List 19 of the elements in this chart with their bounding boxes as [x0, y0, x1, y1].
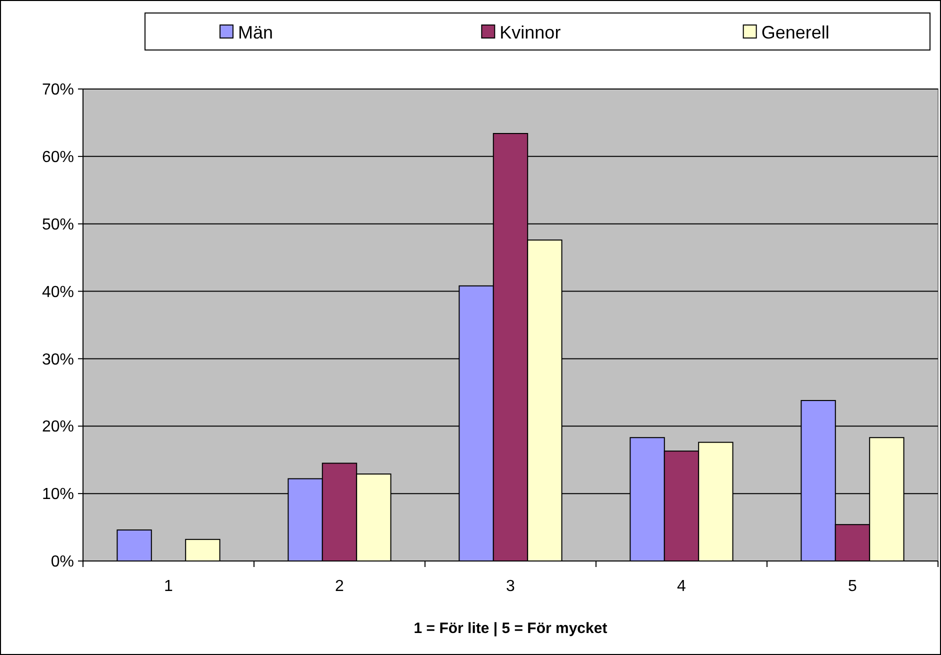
y-tick-label: 60%: [42, 149, 74, 166]
y-tick-label: 40%: [42, 284, 74, 301]
legend-label: Män: [238, 22, 274, 42]
y-tick-label: 10%: [42, 486, 74, 504]
x-axis-title: 1 = För lite | 5 = För mycket: [414, 620, 608, 637]
x-tick-label: 3: [506, 578, 516, 595]
x-tick-label: 4: [677, 578, 686, 595]
bar: [116, 529, 152, 562]
y-tick-label: 30%: [42, 351, 74, 368]
x-tick-label: 2: [335, 578, 344, 595]
y-tick-label: 0%: [50, 554, 74, 571]
y-tick-label: 20%: [42, 418, 74, 436]
y-tick-label: 50%: [42, 216, 74, 234]
bar: [185, 538, 220, 562]
legend-label: Generell: [761, 22, 830, 42]
x-tick-label: 1: [164, 578, 174, 595]
legend-label: Kvinnor: [500, 22, 561, 42]
x-tick-label: 5: [848, 578, 858, 595]
y-tick-label: 70%: [42, 82, 74, 99]
